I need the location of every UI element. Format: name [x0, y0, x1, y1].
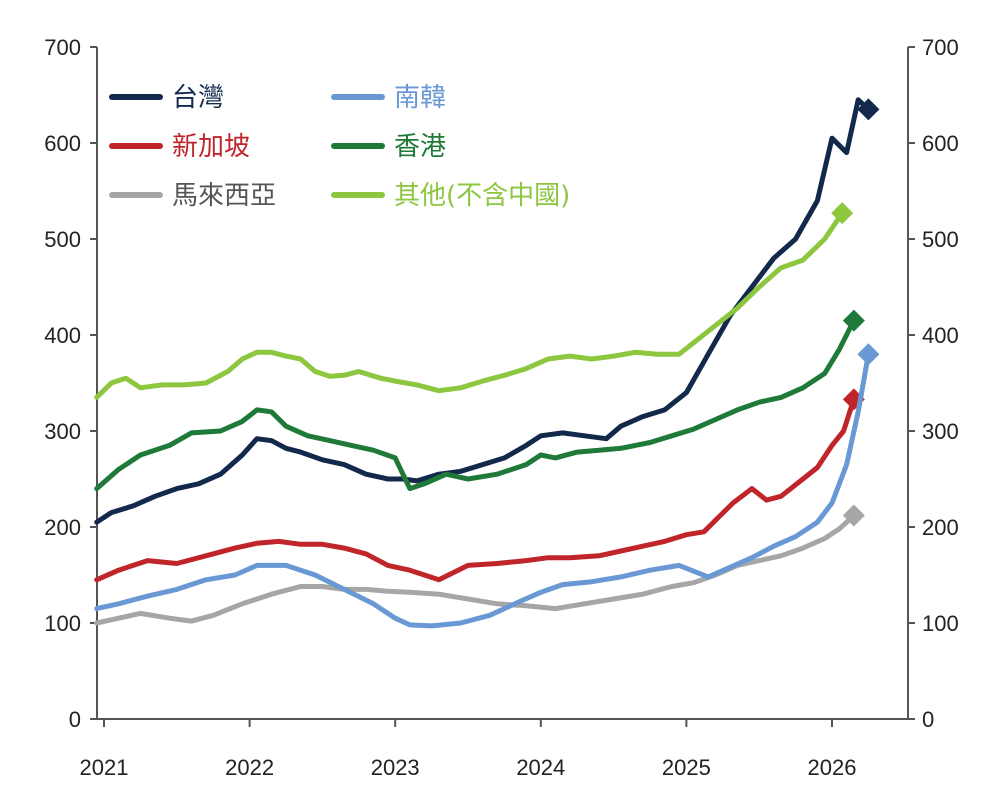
series-lines: [94, 97, 880, 629]
series-end-marker-5: [831, 202, 854, 225]
tick-marks: [90, 46, 915, 727]
right-y-tick-label: 200: [922, 515, 959, 540]
x-tick-label: 2023: [371, 755, 420, 780]
tick-labels: 0 0 100 100 200 200 300 300 400 400 500 500 600 600 70…: [44, 35, 958, 780]
series-end-marker-3: [857, 343, 880, 366]
series-line-4: [94, 318, 857, 492]
series-line-0: [94, 97, 871, 525]
left-y-tick-label: 300: [44, 419, 81, 444]
legend-label: 其他(不含中國): [394, 181, 570, 211]
left-y-tick-label: 200: [44, 515, 81, 540]
series-line-2: [94, 513, 857, 626]
legend-label: 新加坡: [172, 132, 250, 162]
left-y-tick-label: 100: [44, 611, 81, 636]
left-y-tick-label: 500: [44, 227, 81, 252]
right-y-tick-label: 600: [922, 131, 959, 156]
right-y-tick-label: 400: [922, 323, 959, 348]
x-tick-label: 2024: [516, 755, 565, 780]
x-tick-label: 2026: [808, 755, 857, 780]
right-y-tick-label: 0: [922, 707, 934, 732]
right-y-tick-label: 500: [922, 227, 959, 252]
series-end-marker-4: [842, 309, 865, 332]
series-line-3: [94, 351, 871, 629]
left-y-tick-label: 0: [69, 707, 81, 732]
legend-label: 香港: [394, 132, 446, 162]
x-tick-label: 2025: [662, 755, 711, 780]
left-y-tick-label: 600: [44, 131, 81, 156]
legend-label: 台灣: [172, 83, 224, 113]
right-y-tick-label: 100: [922, 611, 959, 636]
left-y-tick-label: 400: [44, 323, 81, 348]
legend-label: 南韓: [394, 83, 446, 113]
right-y-tick-label: 700: [922, 35, 959, 60]
series-line-5: [94, 210, 845, 400]
x-tick-label: 2022: [225, 755, 274, 780]
series-end-marker-0: [857, 98, 880, 121]
right-y-tick-label: 300: [922, 419, 959, 444]
series-end-marker-2: [842, 504, 865, 527]
x-tick-label: 2021: [80, 755, 129, 780]
series-line-1: [94, 396, 857, 583]
left-y-tick-label: 700: [44, 35, 81, 60]
legend-label: 馬來西亞: [172, 181, 276, 211]
